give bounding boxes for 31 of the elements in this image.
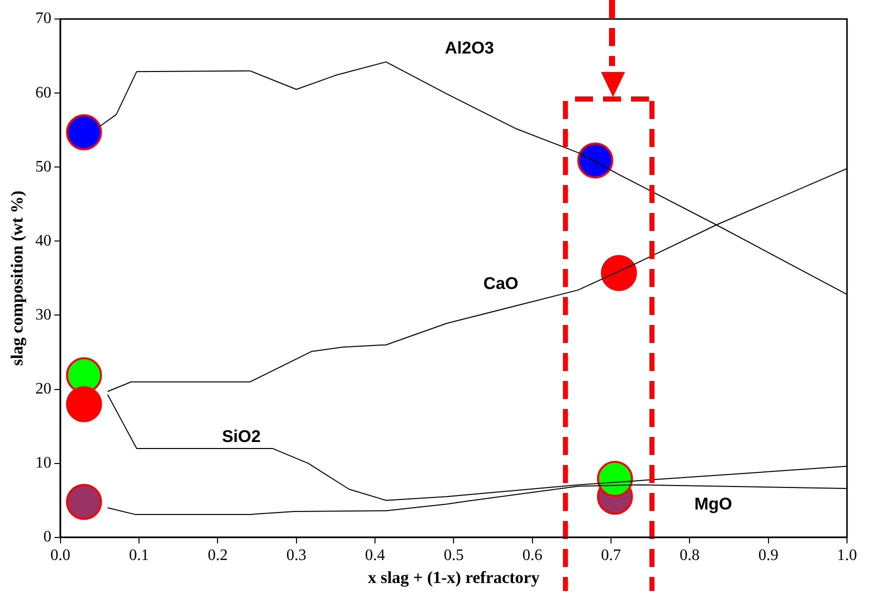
y-tick-label: 50 [35,158,52,176]
series-label: Al2O3 [444,38,494,58]
x-tick-label: 0.9 [758,547,778,564]
y-tick-label: 60 [35,84,52,102]
y-tick-label: 20 [35,380,52,398]
x-tick-label: 0.3 [286,547,306,564]
x-tick-label: 0.0 [50,547,70,564]
x-tick-label: 0.4 [365,547,386,564]
x-tick-label: 0.8 [680,547,700,564]
point [600,255,637,292]
y-tick-label: 10 [35,454,52,472]
x-tick-label: 1.0 [837,547,857,564]
y-tick-label: 30 [35,306,52,324]
x-tick-label: 0.7 [601,547,622,564]
y-tick-label: 0 [43,528,52,546]
x-axis-title: x slag + (1-x) refractory [368,568,540,588]
y-tick-label: 40 [35,232,52,250]
x-tick-label: 0.2 [208,547,228,564]
point [596,460,633,497]
y-axis-title: slag composition (wt %) [8,190,27,366]
x-tick-label: 0.5 [444,547,464,564]
x-tick-label: 0.6 [522,547,542,564]
series-label: SiO2 [222,427,261,446]
series-label: CaO [483,274,518,293]
series-label: MgO [694,494,732,514]
x-tick-label: 0.1 [129,547,150,564]
point [66,386,102,422]
point [66,484,102,520]
point [577,142,614,178]
y-tick-label: 70 [35,10,52,28]
point [66,114,102,150]
